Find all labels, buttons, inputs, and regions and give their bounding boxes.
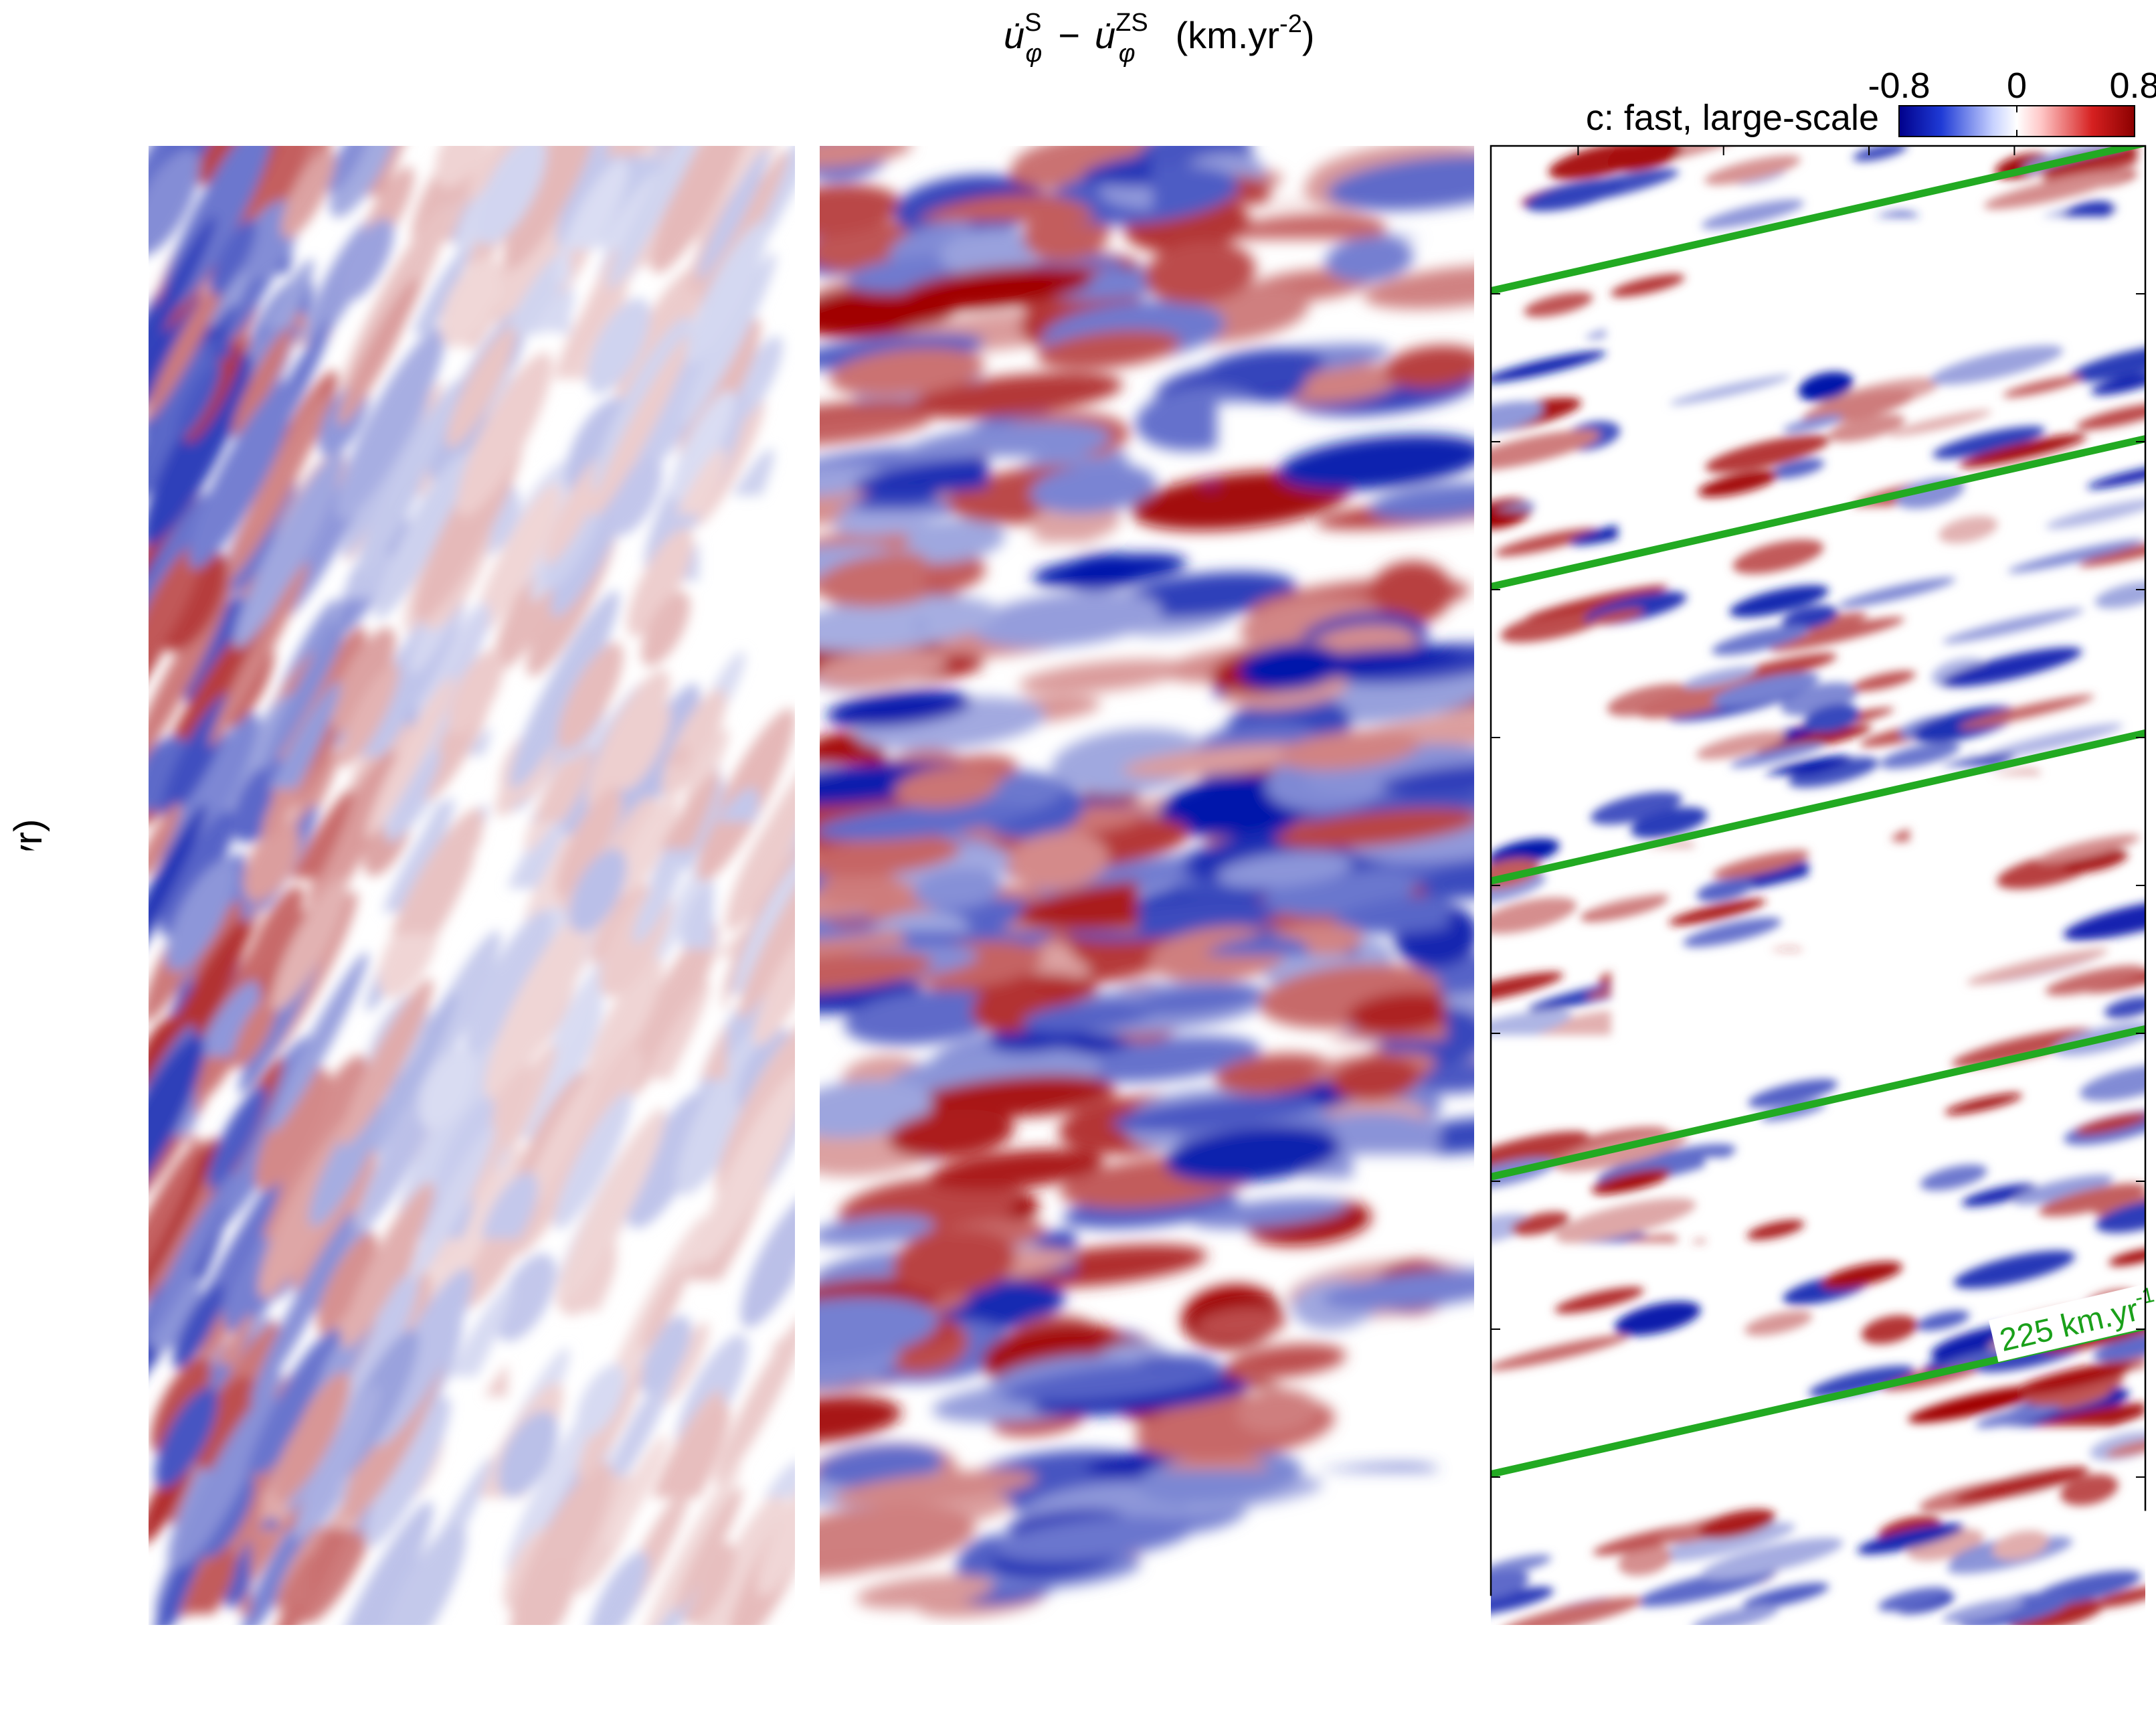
colorbar-tick-label: 0	[263, 66, 283, 106]
header-units-close: )	[1302, 14, 1315, 56]
header-sub-phi: φ	[1026, 39, 1043, 68]
header-minus: −	[1058, 14, 1080, 56]
x-tick-label: 1500	[1538, 1637, 1618, 1677]
y-axis-title: time (yr)	[7, 819, 50, 962]
panels: 11 km.yr-1468346934703471347234733474347…	[59, 44, 2156, 1716]
colorbar: -10 0 10	[129, 66, 411, 137]
y-tick-label: 4683	[59, 1606, 139, 1646]
heatmap-field	[82, 44, 855, 1716]
panel-b: 11 km.yr-1225 km.yr-11500 2000 2500 3000b: …	[716, 66, 1570, 1677]
colorbar-tick-label: -0.8	[1868, 66, 1930, 106]
figure: u̇S φ − u̇ZS φ (km.yr-2) time (yr) cylindrica…	[0, 0, 2156, 1716]
y-tick-label: 4733	[59, 866, 139, 906]
header-symbol-2: u̇	[1095, 14, 1115, 56]
header-sup-s: S	[1024, 9, 1041, 37]
colorbar-tick-label: -10	[129, 66, 181, 106]
y-tick-label: 4743	[59, 718, 139, 758]
colorbar: -0.8 0 0.8	[1868, 66, 2156, 137]
header-sub-phi-2: φ	[1119, 39, 1136, 68]
figure-header: u̇S φ − u̇ZS φ (km.yr-2)	[1004, 9, 1315, 68]
x-tick-label: 1500	[867, 1637, 947, 1677]
y-tick-label: 4763	[59, 422, 139, 462]
panel-title: c: fast, large-scale	[1586, 98, 1879, 138]
x-tick-label: 2500	[1829, 1637, 1909, 1677]
colorbar-tick-label: 1.5	[1438, 66, 1488, 106]
colorbar-tick-label: 10	[371, 66, 411, 106]
x-tick-label: 3000	[1974, 1637, 2054, 1677]
header-symbol: u̇	[1004, 14, 1024, 56]
panel-c: 225 km.yr-11500 2000 2500 3000c: fast, larg…	[1423, 66, 2156, 1677]
colorbar: -1.5 0 1.5	[1196, 66, 1488, 137]
x-tick-label: 2000	[1684, 1637, 1764, 1677]
x-axis-title: cylindrical radius (km)	[954, 1670, 1329, 1714]
colorbar-tick-label: -1.5	[1196, 66, 1259, 106]
header-units-exp: -2	[1279, 10, 1302, 38]
x-tick-label: 2500	[1158, 1637, 1238, 1677]
x-tick-label: 2500	[477, 1637, 557, 1677]
x-tick-label: 1500	[193, 1637, 274, 1677]
colorbar-tick-label: 0.8	[2109, 66, 2156, 106]
x-tick-label: 2000	[335, 1637, 416, 1677]
header-units: (km.yr	[1176, 14, 1280, 56]
header-sup-zs: ZS	[1115, 9, 1148, 37]
y-tick-label: 4713	[59, 1162, 139, 1202]
figure-canvas: u̇S φ − u̇ZS φ (km.yr-2) time (yr) cylindrica…	[0, 0, 2156, 1716]
colorbar-tick-label: 0	[1336, 66, 1356, 106]
x-tick-label: 2000	[1012, 1637, 1093, 1677]
y-tick-label: 4773	[59, 274, 139, 315]
panel-a: 11 km.yr-1468346934703471347234733474347…	[59, 44, 856, 1716]
panel-title: b: large-scale	[951, 98, 1168, 138]
y-tick-label: 4703	[59, 1310, 139, 1350]
y-tick-label: 4783	[59, 126, 139, 167]
x-tick-label: 3000	[619, 1637, 699, 1677]
y-tick-label: 4693	[59, 1458, 139, 1498]
y-tick-label: 4753	[59, 570, 139, 610]
x-tick-label: 3000	[1303, 1637, 1383, 1677]
colorbar-tick-label: 0	[2007, 66, 2027, 106]
panel-title: a: native	[399, 98, 535, 138]
y-tick-label: 4723	[59, 1014, 139, 1054]
